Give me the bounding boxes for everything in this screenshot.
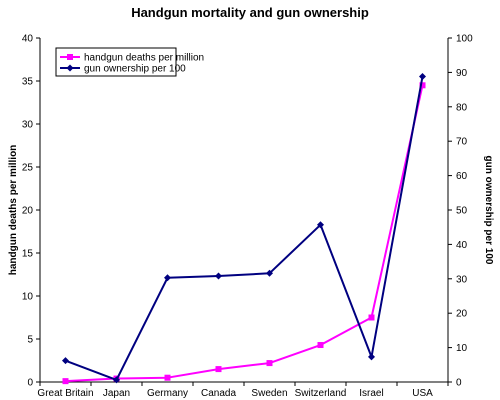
data-point-gun-ownership <box>317 221 324 229</box>
left-tick-label: 10 <box>22 292 34 303</box>
right-tick-label: 90 <box>456 68 468 79</box>
data-point-handgun-deaths <box>317 342 324 349</box>
y-axis-title: handgun deaths per million <box>8 145 19 276</box>
left-tick-label: 25 <box>22 163 34 174</box>
right-tick-label: 100 <box>456 34 473 45</box>
x-tick-label: Israel <box>359 388 383 399</box>
data-point-handgun-deaths <box>164 374 171 381</box>
right-tick-label: 50 <box>456 206 468 217</box>
right-tick-label: 10 <box>456 343 468 354</box>
chart-title: Handgun mortality and gun ownership <box>131 5 369 20</box>
left-tick-label: 5 <box>27 335 33 346</box>
data-point-gun-ownership <box>368 353 375 361</box>
series-line-gun-ownership <box>65 76 424 381</box>
legend-marker-gun-ownership <box>66 64 74 72</box>
right-axis-ticks: 0 10 20 30 40 50 60 70 80 90 100 <box>448 34 473 389</box>
legend-label-gun-ownership: gun ownership per 100 <box>84 64 186 75</box>
data-point-handgun-deaths <box>368 314 375 321</box>
data-point-handgun-deaths <box>266 360 273 367</box>
series-line-handgun-deaths <box>65 85 424 383</box>
legend: handgun deaths per million gun ownership… <box>55 47 204 77</box>
data-point-handgun-deaths <box>62 378 69 385</box>
series-layer <box>62 73 426 385</box>
legend-label-handgun-deaths: handgun deaths per million <box>84 53 204 64</box>
right-tick-label: 30 <box>456 274 468 285</box>
y2-axis-title: gun ownership per 100 <box>483 156 494 265</box>
left-tick-label: 15 <box>22 249 34 260</box>
right-tick-label: 40 <box>456 240 468 251</box>
right-tick-label: 0 <box>456 378 462 389</box>
left-tick-label: 0 <box>27 378 33 389</box>
x-tick-label: USA <box>412 388 433 399</box>
right-tick-label: 70 <box>456 137 468 148</box>
data-point-gun-ownership <box>419 73 426 81</box>
right-tick-label: 60 <box>456 171 468 182</box>
right-tick-label: 80 <box>456 102 468 113</box>
x-tick-label: Great Britain <box>37 388 93 399</box>
left-tick-label: 20 <box>22 206 34 217</box>
data-point-gun-ownership <box>164 274 171 282</box>
legend-box <box>55 47 177 77</box>
x-axis-ticks: Great Britain Japan Germany Canada Sweden Swi… <box>37 382 449 399</box>
x-tick-label: Sweden <box>251 388 287 399</box>
legend-marker-handgun-deaths <box>67 54 73 60</box>
data-point-gun-ownership <box>266 269 273 277</box>
left-tick-label: 40 <box>22 34 34 45</box>
left-tick-label: 35 <box>22 77 34 88</box>
data-point-handgun-deaths <box>215 366 222 373</box>
x-tick-label: Switzerland <box>295 388 347 399</box>
left-tick-label: 30 <box>22 120 34 131</box>
data-point-gun-ownership <box>215 272 222 280</box>
right-tick-label: 20 <box>456 309 468 320</box>
x-tick-label: Germany <box>147 388 188 399</box>
data-point-handgun-deaths <box>419 82 426 89</box>
data-point-gun-ownership <box>113 376 120 384</box>
left-axis-ticks: 0 5 10 15 20 25 30 35 40 <box>22 34 40 389</box>
x-tick-label: Canada <box>201 388 236 399</box>
data-point-gun-ownership <box>62 357 69 365</box>
x-tick-label: Japan <box>103 388 130 399</box>
